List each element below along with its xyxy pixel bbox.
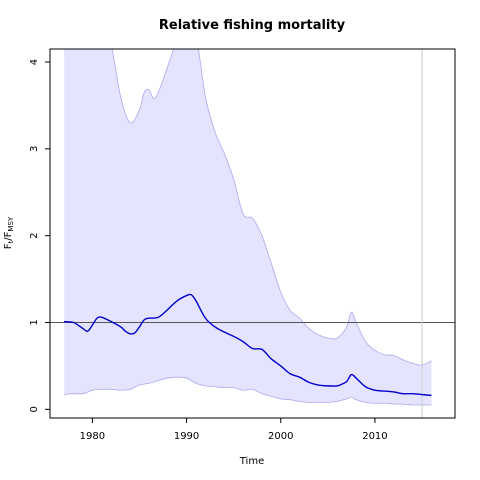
y-label-sub2: MSY xyxy=(7,216,15,231)
plot-frame xyxy=(49,48,456,419)
y-tick-label-1: 1 xyxy=(29,319,40,325)
y-tick-label-0: 0 xyxy=(29,406,40,412)
upper-bound-line xyxy=(111,49,432,366)
uncertainty-band xyxy=(64,49,432,406)
y-label-sub1: t xyxy=(7,240,15,243)
x-axis-label: Time xyxy=(239,456,264,467)
x-tick-label-2000: 2000 xyxy=(268,431,293,442)
y-tick-label-2: 2 xyxy=(29,232,40,238)
y-tick-label-3: 3 xyxy=(29,146,40,152)
y-axis: 0 1 2 3 4 xyxy=(29,59,50,413)
y-axis-label: Ft/FMSY xyxy=(3,216,15,249)
x-axis: 1980 1990 2000 2010 xyxy=(80,418,388,442)
x-tick-label-2010: 2010 xyxy=(362,431,387,442)
x-tick-label-1980: 1980 xyxy=(80,431,105,442)
y-label-main: F xyxy=(3,243,14,249)
lower-bound-line xyxy=(64,376,432,406)
y-tick-label-4: 4 xyxy=(29,59,40,65)
chart-title: Relative fishing mortality xyxy=(159,18,346,33)
median-line xyxy=(64,293,432,397)
x-tick-label-1990: 1990 xyxy=(174,431,199,442)
y-label-sep: /F xyxy=(3,231,14,240)
